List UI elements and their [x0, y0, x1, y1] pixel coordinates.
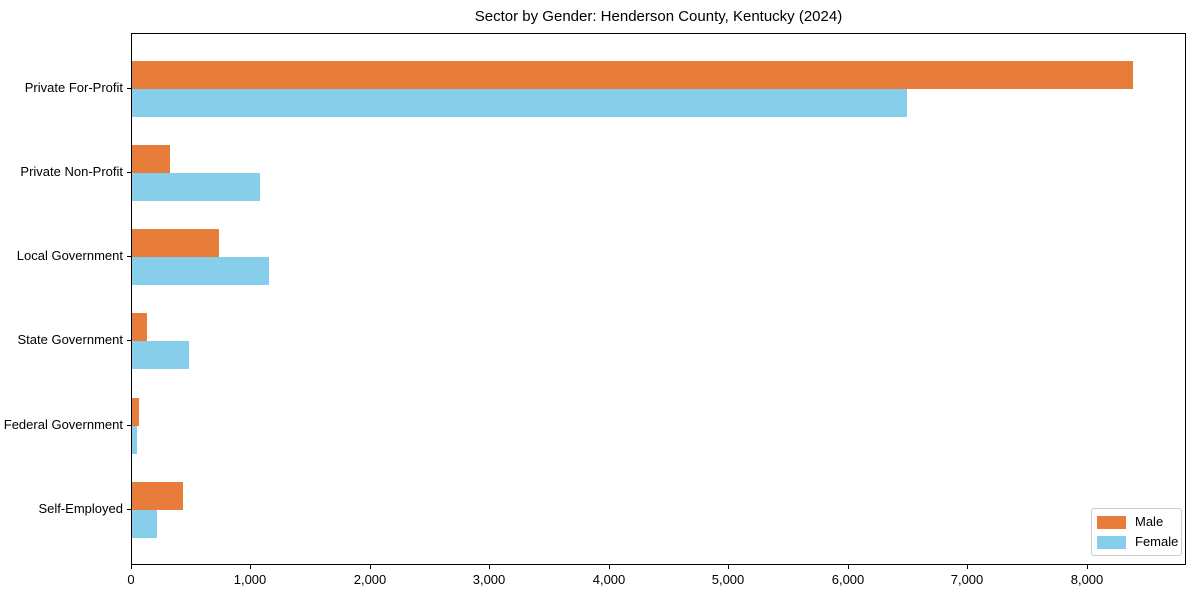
y-axis-label: Private Non-Profit [20, 164, 123, 179]
bar-female-1 [132, 88, 908, 117]
x-axis-label: 4,000 [592, 572, 626, 587]
x-axis-label: 2,000 [353, 572, 387, 587]
legend-label: Male [1135, 514, 1164, 529]
x-tick-mark [489, 565, 490, 569]
y-axis-label: State Government [17, 332, 124, 347]
legend: Male Female [1091, 508, 1182, 556]
y-axis-label: Local Government [16, 248, 123, 263]
legend-item-female: Female [1097, 534, 1179, 549]
x-tick-mark [967, 565, 968, 569]
bar-female-3 [132, 257, 270, 286]
bar-female-2 [132, 172, 260, 201]
x-axis-label: 0 [127, 572, 135, 587]
x-axis-label: 7,000 [950, 572, 984, 587]
x-axis-label: 8,000 [1070, 572, 1104, 587]
x-axis-label: 1,000 [233, 572, 267, 587]
y-tick-mark [127, 256, 131, 257]
bar-female-6 [132, 510, 158, 538]
y-tick-mark [127, 509, 131, 510]
bar-female-5 [132, 425, 137, 454]
x-tick-mark [728, 565, 729, 569]
x-tick-mark [609, 565, 610, 569]
y-tick-mark [127, 88, 131, 89]
x-axis-label: 3,000 [472, 572, 506, 587]
legend-swatch-female [1097, 535, 1126, 549]
chart-title: Sector by Gender: Henderson County, Kent… [474, 8, 843, 25]
legend-label: Female [1135, 534, 1179, 549]
bar-male-3 [132, 229, 220, 258]
y-tick-mark [127, 172, 131, 173]
x-tick-mark [250, 565, 251, 569]
bar-male-1 [132, 60, 1133, 89]
bar-male-2 [132, 144, 170, 173]
legend-item-male: Male [1097, 515, 1175, 529]
x-axis-label: 6,000 [831, 572, 865, 587]
y-axis-label: Self-Employed [38, 501, 123, 516]
bar-male-6 [132, 482, 184, 510]
bar-female-4 [132, 341, 190, 370]
y-tick-mark [127, 340, 131, 341]
bar-male-5 [132, 397, 140, 426]
y-axis-label: Private For-Profit [24, 80, 123, 95]
bar-male-4 [132, 313, 147, 342]
legend-swatch-male [1097, 515, 1126, 529]
x-axis-label: 5,000 [711, 572, 745, 587]
plot-area [131, 33, 1186, 565]
x-tick-mark [131, 565, 132, 569]
y-axis-label: Federal Government [3, 417, 123, 432]
y-tick-mark [127, 425, 131, 426]
x-tick-mark [1087, 565, 1088, 569]
x-tick-mark [370, 565, 371, 569]
x-tick-mark [848, 565, 849, 569]
